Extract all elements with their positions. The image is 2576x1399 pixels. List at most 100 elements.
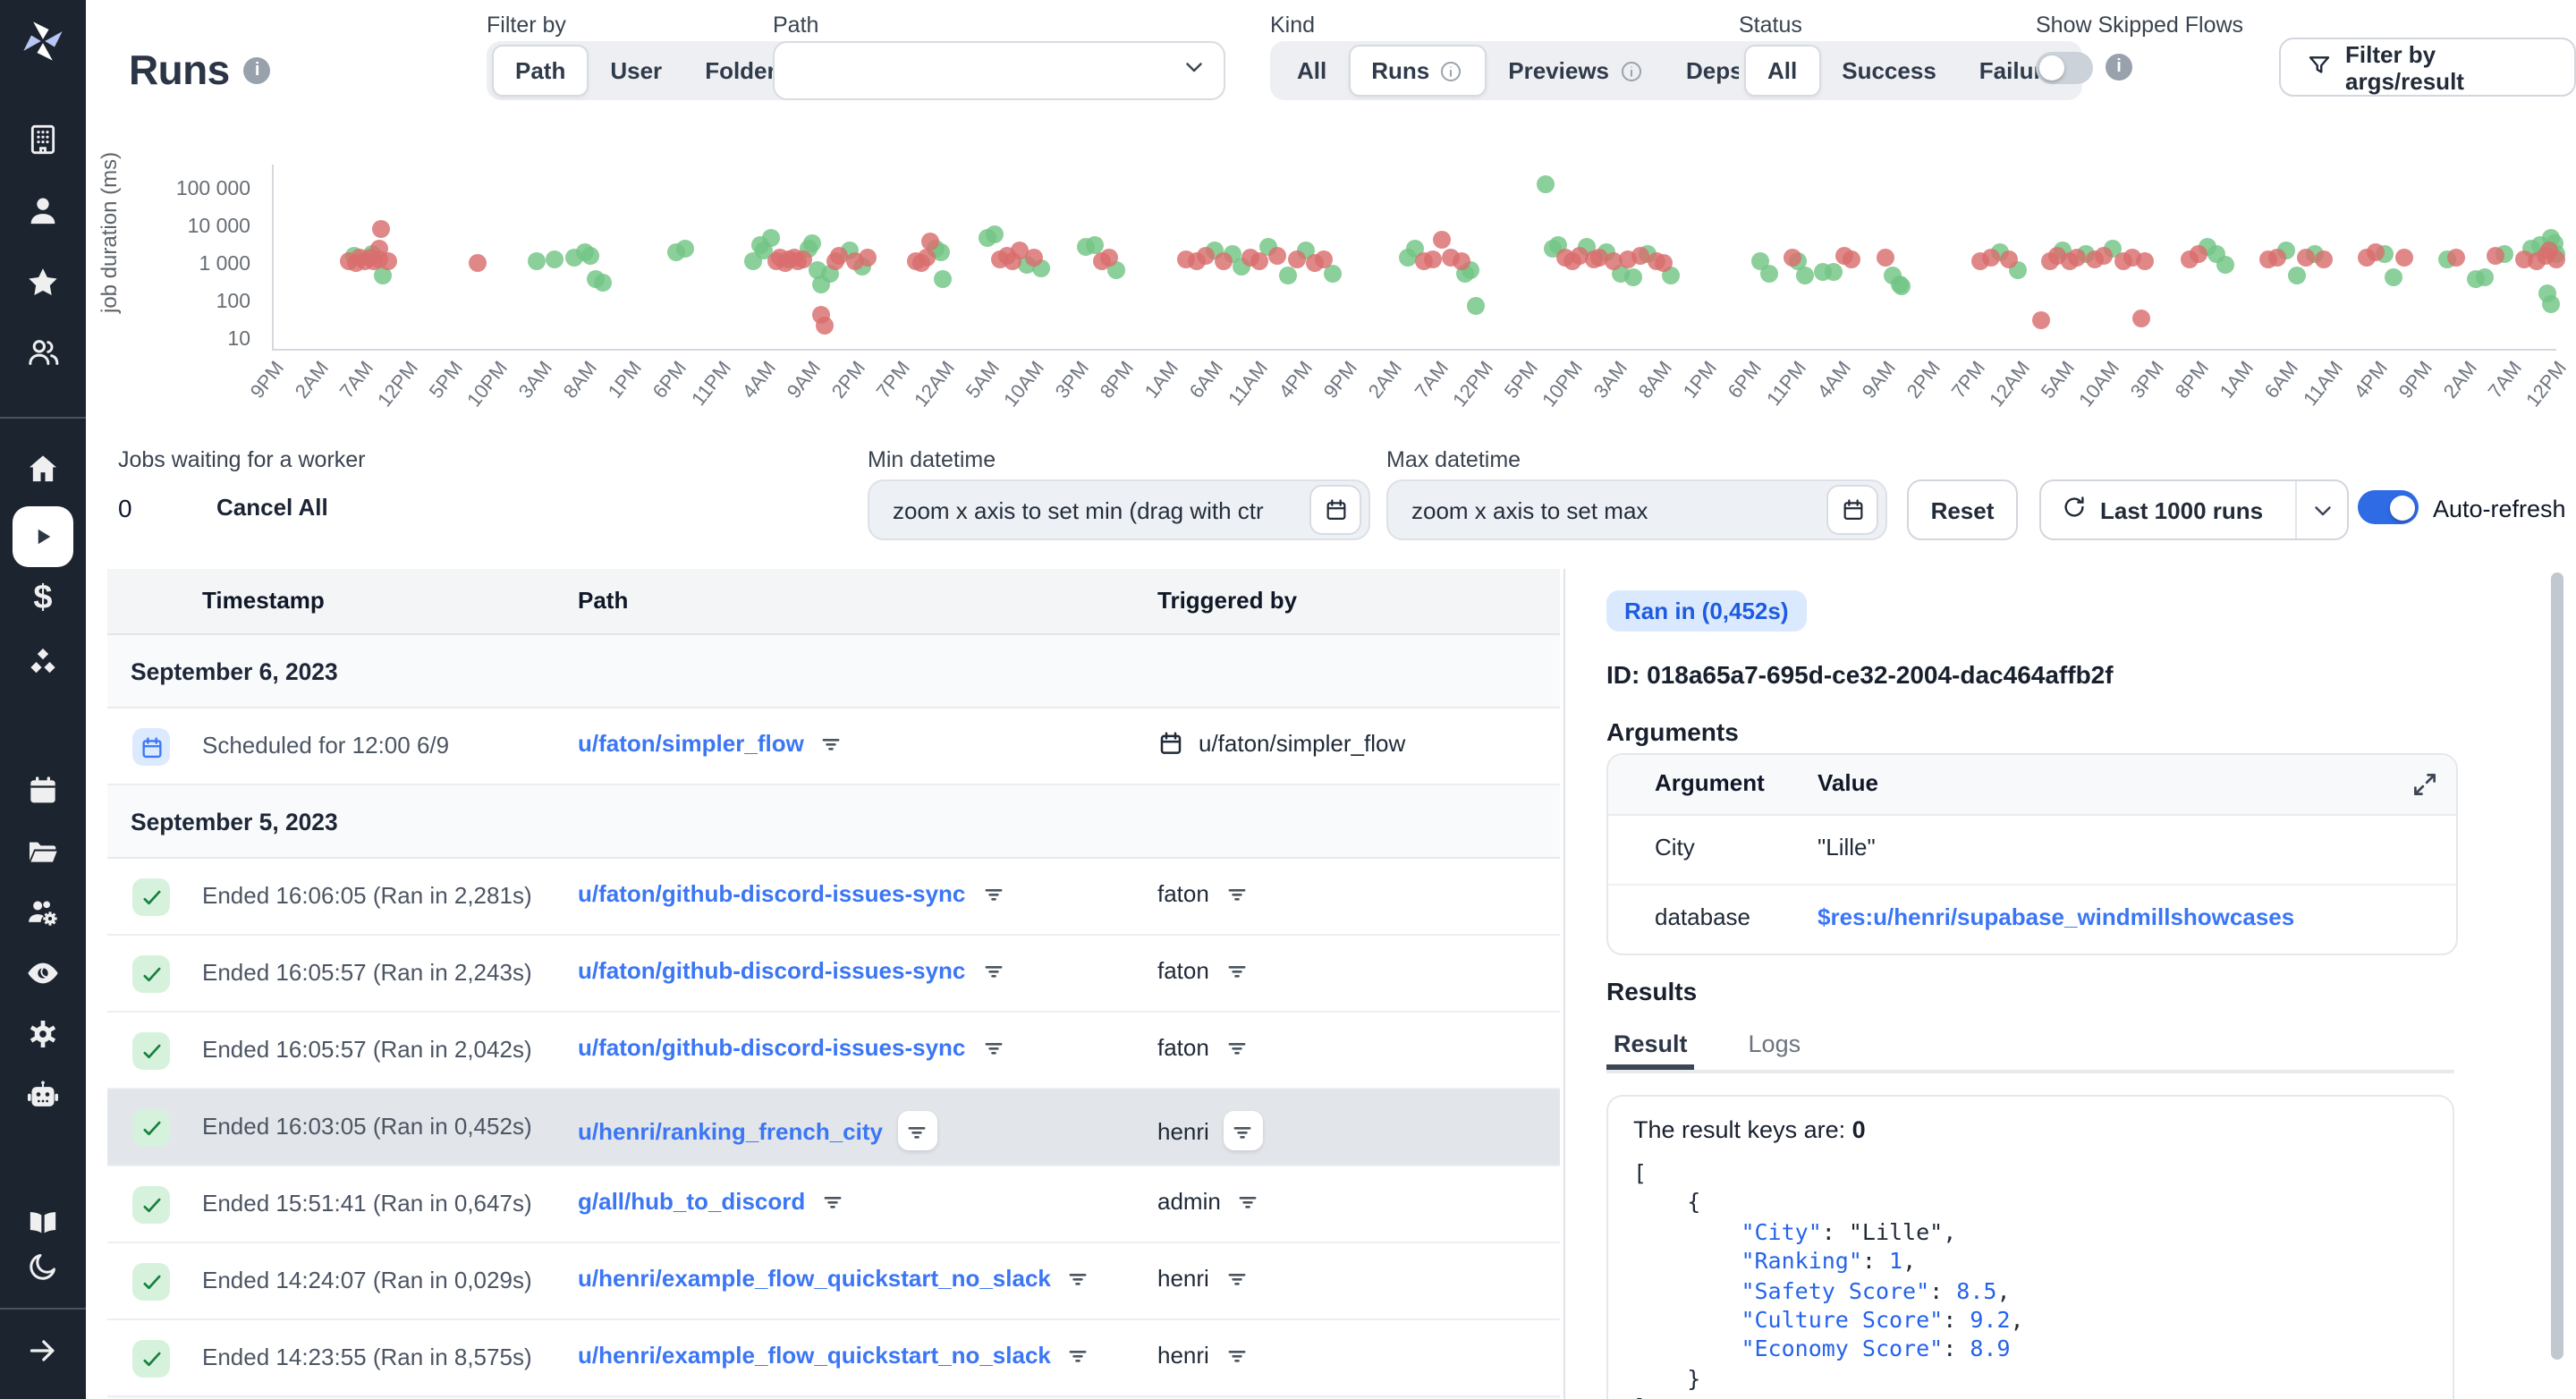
scatter-point-success[interactable] <box>1892 276 1911 295</box>
scatter-point-failure[interactable] <box>2131 309 2150 327</box>
moon-icon[interactable] <box>25 1249 61 1285</box>
scatter-point-success[interactable] <box>374 267 393 285</box>
last-runs-dropdown[interactable] <box>2295 481 2347 538</box>
filter-icon[interactable] <box>897 1111 936 1150</box>
run-path-link[interactable]: g/all/hub_to_discord <box>578 1188 806 1215</box>
filter-icon[interactable] <box>1235 1188 1262 1215</box>
run-row[interactable]: Ended 16:03:05 (Ran in 0,452s) u/henri/ra… <box>107 1090 1560 1166</box>
info-icon[interactable] <box>1618 58 1643 83</box>
scatter-point-failure[interactable] <box>1424 250 1443 268</box>
book-icon[interactable] <box>25 1204 61 1240</box>
filter-icon[interactable] <box>979 880 1006 907</box>
star-icon[interactable] <box>25 265 61 301</box>
kind-option-previews[interactable]: Previews <box>1487 47 1665 95</box>
run-row[interactable]: Ended 16:05:57 (Ran in 2,042s) u/faton/gi… <box>107 1013 1560 1090</box>
scatter-point-success[interactable] <box>593 273 612 292</box>
scatter-point-failure[interactable] <box>1214 251 1233 270</box>
scatter-point-success[interactable] <box>933 269 952 288</box>
run-row[interactable]: Ended 16:05:57 (Ran in 2,243s) u/faton/gi… <box>107 936 1560 1013</box>
run-path-link[interactable]: u/faton/simpler_flow <box>578 730 804 757</box>
arrow-right-icon[interactable] <box>25 1333 61 1369</box>
reset-button[interactable]: Reset <box>1907 479 2018 540</box>
scatter-point-failure[interactable] <box>371 219 390 238</box>
info-icon[interactable]: i <box>2106 54 2132 81</box>
scatter-point-failure[interactable] <box>830 247 849 266</box>
cubes-icon[interactable] <box>25 646 61 682</box>
scatter-point-failure[interactable] <box>1876 249 1894 267</box>
filter-by-option-path[interactable]: Path <box>492 45 589 97</box>
folder-icon[interactable] <box>25 834 61 869</box>
scatter-point-success[interactable] <box>581 246 600 265</box>
scatter-point-failure[interactable] <box>1011 242 1030 260</box>
home-icon[interactable] <box>25 451 61 487</box>
scatter-point-success[interactable] <box>1086 236 1105 255</box>
user-icon[interactable] <box>25 193 61 229</box>
scatter-point-failure[interactable] <box>2268 248 2287 267</box>
dollar-icon[interactable]: $ <box>33 580 53 617</box>
scatter-point-success[interactable] <box>675 240 694 259</box>
filter-icon[interactable] <box>819 1188 846 1215</box>
scatter-point-failure[interactable] <box>1196 246 1215 265</box>
scatter-point-success[interactable] <box>803 234 822 253</box>
filter-icon[interactable] <box>1224 957 1250 984</box>
scatter-point-success[interactable] <box>808 261 826 280</box>
scatter-point-success[interactable] <box>1824 262 1842 281</box>
scatter-point-failure[interactable] <box>2367 243 2385 262</box>
scatter-point-failure[interactable] <box>378 251 397 270</box>
scatter-point-failure[interactable] <box>794 250 813 268</box>
scatter-point-success[interactable] <box>1536 174 1555 193</box>
calendar-icon[interactable] <box>1826 485 1878 535</box>
filter-icon[interactable] <box>1065 1265 1092 1292</box>
scatter-point-failure[interactable] <box>1605 252 1623 271</box>
scatter-point-failure[interactable] <box>2486 247 2504 266</box>
scatter-point-failure[interactable] <box>1250 252 1269 271</box>
duration-scatter-chart[interactable] <box>272 165 2565 351</box>
scatter-point-failure[interactable] <box>2314 250 2333 268</box>
argument-value-link[interactable]: $res:u/henri/supabase_windmillshowcases <box>1818 903 2295 930</box>
gear-icon[interactable] <box>25 1016 61 1052</box>
scatter-point-failure[interactable] <box>2547 250 2565 268</box>
run-row[interactable]: Ended 16:06:05 (Ran in 2,281s) u/faton/gi… <box>107 859 1560 936</box>
building-icon[interactable] <box>25 122 61 157</box>
scatter-point-failure[interactable] <box>1590 249 1609 267</box>
run-path-link[interactable]: u/henri/ranking_french_city <box>578 1117 883 1144</box>
scatter-point-failure[interactable] <box>1287 250 1306 269</box>
scatter-point-success[interactable] <box>2385 268 2403 287</box>
scatter-point-success[interactable] <box>2216 255 2234 274</box>
run-path-link[interactable]: u/faton/github-discord-issues-sync <box>578 1034 966 1061</box>
min-datetime-input[interactable] <box>889 495 1309 525</box>
scatter-point-success[interactable] <box>1467 297 1486 316</box>
scatter-point-failure[interactable] <box>2123 249 2141 267</box>
scatter-point-success[interactable] <box>1324 264 1343 283</box>
run-path-link[interactable]: u/henri/example_flow_quickstart_no_slack <box>578 1342 1051 1369</box>
scatter-point-success[interactable] <box>762 228 781 247</box>
scatter-point-failure[interactable] <box>1981 249 2000 267</box>
scatter-point-failure[interactable] <box>2296 249 2315 267</box>
scatter-point-failure[interactable] <box>1999 250 2018 269</box>
filter-icon[interactable] <box>979 957 1006 984</box>
run-path-link[interactable]: u/faton/github-discord-issues-sync <box>578 957 966 984</box>
scatter-point-success[interactable] <box>1796 266 1815 284</box>
scatter-point-failure[interactable] <box>1842 250 1860 269</box>
scatter-point-failure[interactable] <box>1783 249 1801 267</box>
run-path-link[interactable]: u/faton/github-discord-issues-sync <box>578 880 966 907</box>
calendar-icon[interactable] <box>1309 485 1361 535</box>
scatter-point-failure[interactable] <box>2068 249 2087 267</box>
users-gear-icon[interactable] <box>25 895 61 930</box>
filter-args-button[interactable]: Filter by args/result <box>2279 38 2576 97</box>
scatter-point-failure[interactable] <box>917 249 936 267</box>
scatter-point-failure[interactable] <box>858 249 877 267</box>
calendar-icon[interactable] <box>25 773 61 809</box>
scatter-point-success[interactable] <box>2287 266 2306 284</box>
panel-scrollbar-thumb[interactable] <box>2551 572 2563 1360</box>
users-icon[interactable] <box>25 335 61 370</box>
robot-icon[interactable] <box>25 1079 61 1115</box>
run-row[interactable]: Scheduled for 12:00 6/9 u/faton/simpler_f… <box>107 708 1560 785</box>
cancel-all-button[interactable]: Cancel All <box>216 494 328 521</box>
path-filter-select[interactable] <box>773 41 1225 100</box>
status-option-success[interactable]: Success <box>1820 47 1958 95</box>
scatter-point-failure[interactable] <box>2189 244 2207 263</box>
scatter-point-success[interactable] <box>1278 267 1297 285</box>
scatter-point-failure[interactable] <box>2394 249 2412 267</box>
scatter-point-success[interactable] <box>1624 268 1643 287</box>
